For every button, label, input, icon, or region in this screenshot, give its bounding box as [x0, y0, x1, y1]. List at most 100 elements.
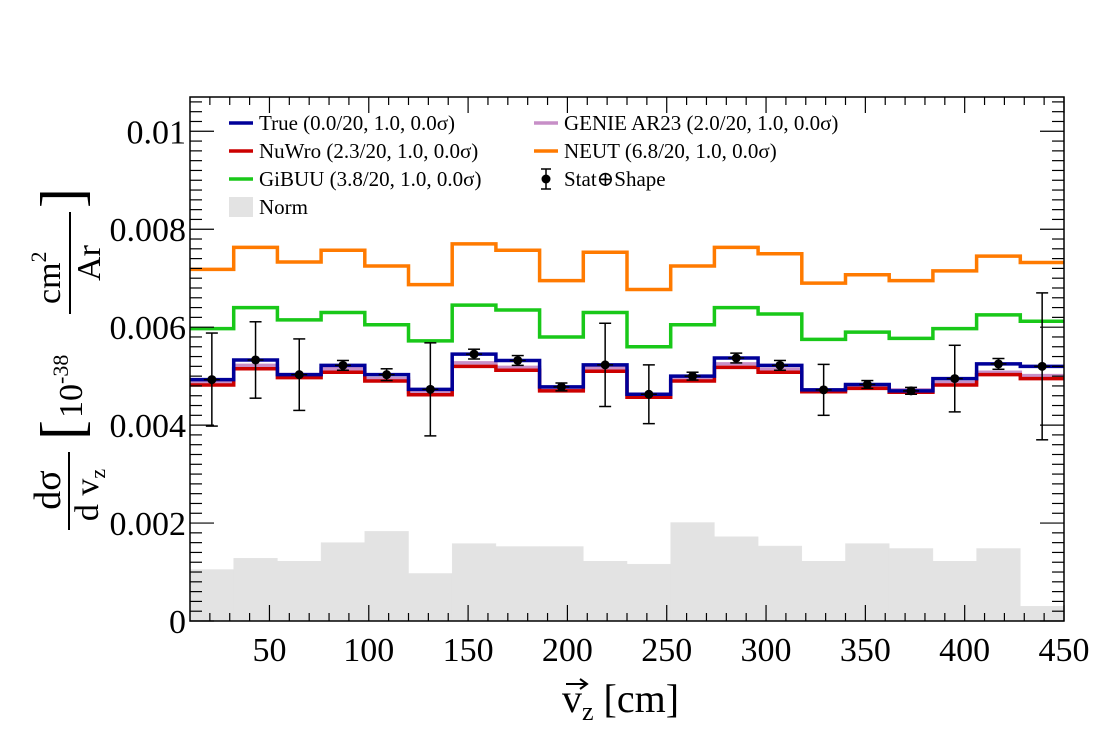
data-marker [207, 375, 217, 385]
y-axis-bracket-left: [ [29, 420, 95, 440]
legend-entry: Stat⊕Shape [541, 167, 666, 191]
norm-bar [845, 543, 890, 622]
norm-bar [189, 569, 234, 622]
legend-entry: True (0.0/20, 1.0, 0.0σ) [229, 111, 455, 135]
legend-label: GiBUU (3.8/20, 1.0, 0.0σ) [259, 167, 481, 191]
y-axis-unit-numerator: cm [31, 262, 68, 304]
y-axis-title-numerator: dσ [27, 470, 69, 509]
norm-bar [364, 531, 409, 622]
x-axis-vector-arrow [566, 678, 589, 690]
norm-bar [451, 543, 497, 622]
data-marker [600, 360, 610, 370]
data-point [946, 344, 963, 413]
legend-label: True (0.0/20, 1.0, 0.0σ) [259, 111, 455, 135]
norm-bar [888, 548, 934, 622]
norm-bar [320, 542, 366, 622]
data-point [728, 352, 745, 364]
data-point [903, 386, 920, 396]
norm-bar [670, 522, 715, 622]
data-marker [338, 360, 348, 370]
data-point [990, 357, 1007, 371]
legend-label: NuWro (2.3/20, 1.0, 0.0σ) [259, 139, 478, 163]
series-2 [190, 303, 1064, 349]
data-marker [294, 370, 304, 380]
data-point [422, 342, 439, 437]
y-tick-label: 0 [169, 604, 186, 641]
norm-bar [277, 561, 322, 622]
x-tick-label: 50 [252, 632, 286, 669]
data-point [859, 379, 876, 390]
y-axis-title-denominator-sub: z [85, 469, 110, 479]
x-tick-label: 150 [443, 632, 494, 669]
data-point [553, 382, 570, 392]
norm-bar [583, 561, 628, 622]
series-line [190, 303, 1064, 349]
norm-bar [932, 561, 977, 622]
y-axis-title-denominator: d v [69, 479, 106, 522]
legend-entry: GiBUU (3.8/20, 1.0, 0.0σ) [229, 167, 481, 191]
legend: True (0.0/20, 1.0, 0.0σ) GENIE AR23 (2.0/… [229, 111, 838, 219]
legend-entry: NEUT (6.8/20, 1.0, 0.0σ) [534, 139, 777, 163]
data-marker [469, 349, 479, 359]
norm-bar [1020, 606, 1065, 622]
x-axis-title-main: v [562, 676, 582, 721]
histogram-layer [189, 242, 1065, 622]
y-tick-label: 0.004 [110, 408, 187, 445]
norm-bar [408, 573, 453, 622]
y-tick-label: 0.01 [127, 114, 187, 151]
series-line [190, 352, 1064, 397]
x-tick-label: 200 [542, 632, 593, 669]
data-marker [1037, 361, 1047, 371]
y-tick-label: 0.002 [110, 506, 187, 543]
y-axis-unit-denominator: Ar [71, 244, 108, 281]
norm-bar [233, 558, 278, 622]
norm-bar [539, 546, 584, 622]
data-point [203, 332, 220, 427]
data-point [378, 368, 395, 382]
axis-ticks: 50 100 150 200 250 300 350 400 450 0 0.002 0.004 0.0… [110, 97, 1090, 669]
data-point [640, 364, 657, 425]
x-tick-label: 250 [641, 632, 692, 669]
x-axis-title-unit: [cm] [604, 676, 680, 721]
y-tick-label: 0.008 [110, 212, 187, 249]
data-marker [906, 386, 916, 396]
svg-text:cm2: cm2 [26, 251, 68, 304]
data-point [684, 371, 701, 381]
data-marker [862, 379, 872, 389]
x-tick-label: 350 [840, 632, 891, 669]
x-axis-title: vz [cm] [562, 676, 679, 726]
legend-swatch-marker [541, 174, 551, 184]
series-0 [189, 522, 1065, 622]
svg-text:d vz: d vz [69, 469, 110, 522]
legend-swatch-box [229, 197, 253, 217]
legend-label: Stat⊕Shape [564, 167, 666, 191]
legend-label: GENIE AR23 (2.0/20, 1.0, 0.0σ) [564, 111, 838, 135]
data-point [815, 363, 832, 417]
data-marker [731, 353, 741, 363]
svg-text:vz[cm]: vz [cm] [562, 676, 679, 726]
data-point [597, 322, 614, 408]
legend-label: Norm [259, 195, 308, 219]
legend-label: NEUT (6.8/20, 1.0, 0.0σ) [564, 139, 777, 163]
norm-bar [495, 546, 540, 622]
series-1 [190, 242, 1064, 292]
y-axis-unit-numerator-sup: 2 [26, 251, 51, 262]
series-line [190, 242, 1064, 292]
data-marker [425, 384, 435, 394]
y-axis-title-scale: 10 [53, 384, 90, 418]
y-axis-bracket-right: ] [29, 188, 95, 208]
data-marker [556, 382, 566, 392]
x-tick-label: 400 [939, 632, 990, 669]
y-axis-title-exponent: -38 [48, 355, 73, 384]
data-marker [950, 374, 960, 384]
y-tick-label: 0.006 [110, 310, 187, 347]
legend-entry: GENIE AR23 (2.0/20, 1.0, 0.0σ) [534, 111, 838, 135]
data-point [509, 354, 526, 367]
norm-bar [757, 545, 803, 622]
legend-entry: NuWro (2.3/20, 1.0, 0.0σ) [229, 139, 478, 163]
norm-bar [976, 548, 1021, 622]
data-marker [775, 360, 785, 370]
data-marker [251, 355, 261, 365]
x-tick-label: 450 [1039, 632, 1090, 669]
